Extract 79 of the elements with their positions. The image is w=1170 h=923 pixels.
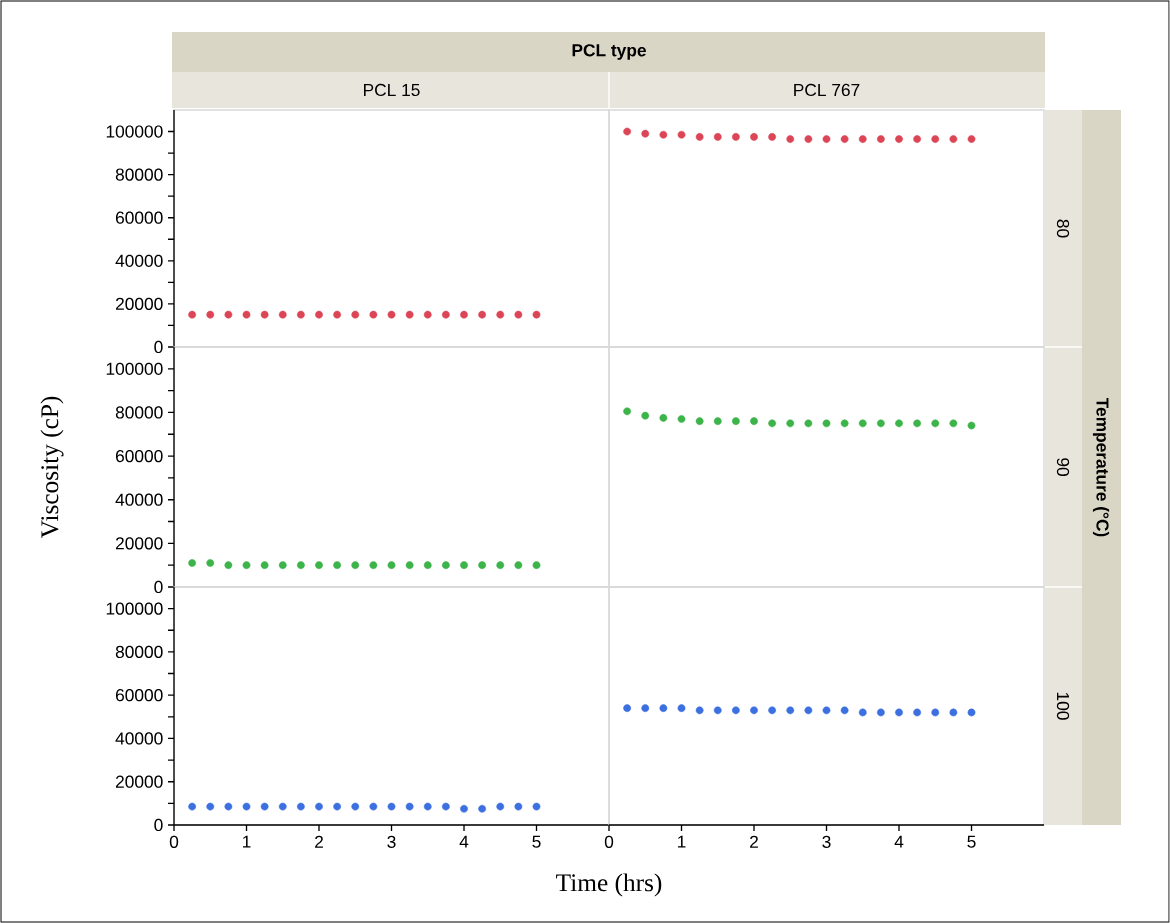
y-tick-label: 0 [154,340,163,354]
point [732,417,740,426]
y-tick-label: 60000 [115,689,163,702]
point [659,130,668,139]
text: Temperature (°C) [1092,397,1110,537]
point [750,417,758,426]
point [786,135,795,143]
y-tick-label: 60000 [115,449,163,463]
x-tick-label: 0 [169,835,179,848]
chart-title: PCL 767 [794,83,860,97]
point [623,407,631,416]
y-tick-label: 20000 [115,297,163,311]
x-tick-label: 4 [459,835,469,848]
y-tick-label: 100000 [106,602,163,615]
point [913,419,921,428]
x-axis-title: Time (hrs) [556,873,662,897]
point [677,130,686,139]
point [931,419,940,428]
point [913,135,921,143]
point [840,419,849,428]
y2-axis-title: 80 [1056,219,1070,238]
x-tick-label: 5 [967,835,976,848]
point [822,419,831,428]
y-tick-label: 0 [154,818,163,832]
x-tick-label: 3 [387,835,396,848]
text: PCL type [572,44,646,60]
point [695,417,704,426]
y-tick-label: 80000 [115,645,163,659]
point [750,133,758,141]
point [895,419,903,428]
point [931,135,940,143]
point [623,127,631,136]
point [786,419,795,428]
point [895,135,903,143]
y-tick-label: 20000 [115,775,163,788]
point [677,415,686,423]
x-tick-label: 2 [750,835,758,848]
y-tick-label: 20000 [115,537,163,550]
y2-axis-title: 100 [1056,692,1070,720]
y-tick-label: 100000 [106,362,163,375]
y2-axis-title: 90 [1056,458,1070,476]
point [804,135,813,143]
point [768,133,776,141]
point [713,133,722,141]
point [804,419,813,428]
point [949,419,958,428]
y-tick-label: 40000 [115,254,163,267]
point [949,135,958,143]
x-tick-label: 2 [315,835,323,848]
y-tick-label: 80000 [115,406,163,419]
x-tick-label: 0 [604,835,614,848]
chart-title: PCL 15 [364,83,420,97]
point [641,411,650,420]
y-tick-label: 60000 [115,211,163,224]
point [858,135,867,143]
point [967,135,976,143]
point [713,417,722,426]
x-tick-label: 4 [894,835,904,848]
x-tick-label: 3 [822,835,831,848]
point [822,135,831,143]
point [858,419,867,428]
point [695,133,704,141]
x-tick-label: 5 [532,835,541,848]
point [641,129,650,138]
x-tick-label: 1 [678,835,686,848]
point [659,414,668,422]
x-tick-label: 1 [243,835,251,848]
y-tick-label: 40000 [115,732,163,745]
point [967,421,976,430]
point [732,133,740,141]
point [768,419,776,428]
point [877,419,885,428]
y-tick-label: 80000 [115,168,163,181]
y-axis-title: Viscosity (cP) [40,396,64,539]
y-tick-label: 100000 [106,125,163,138]
point [840,135,849,143]
y-tick-label: 40000 [115,493,163,506]
point [877,135,885,143]
y-tick-label: 0 [154,580,163,594]
